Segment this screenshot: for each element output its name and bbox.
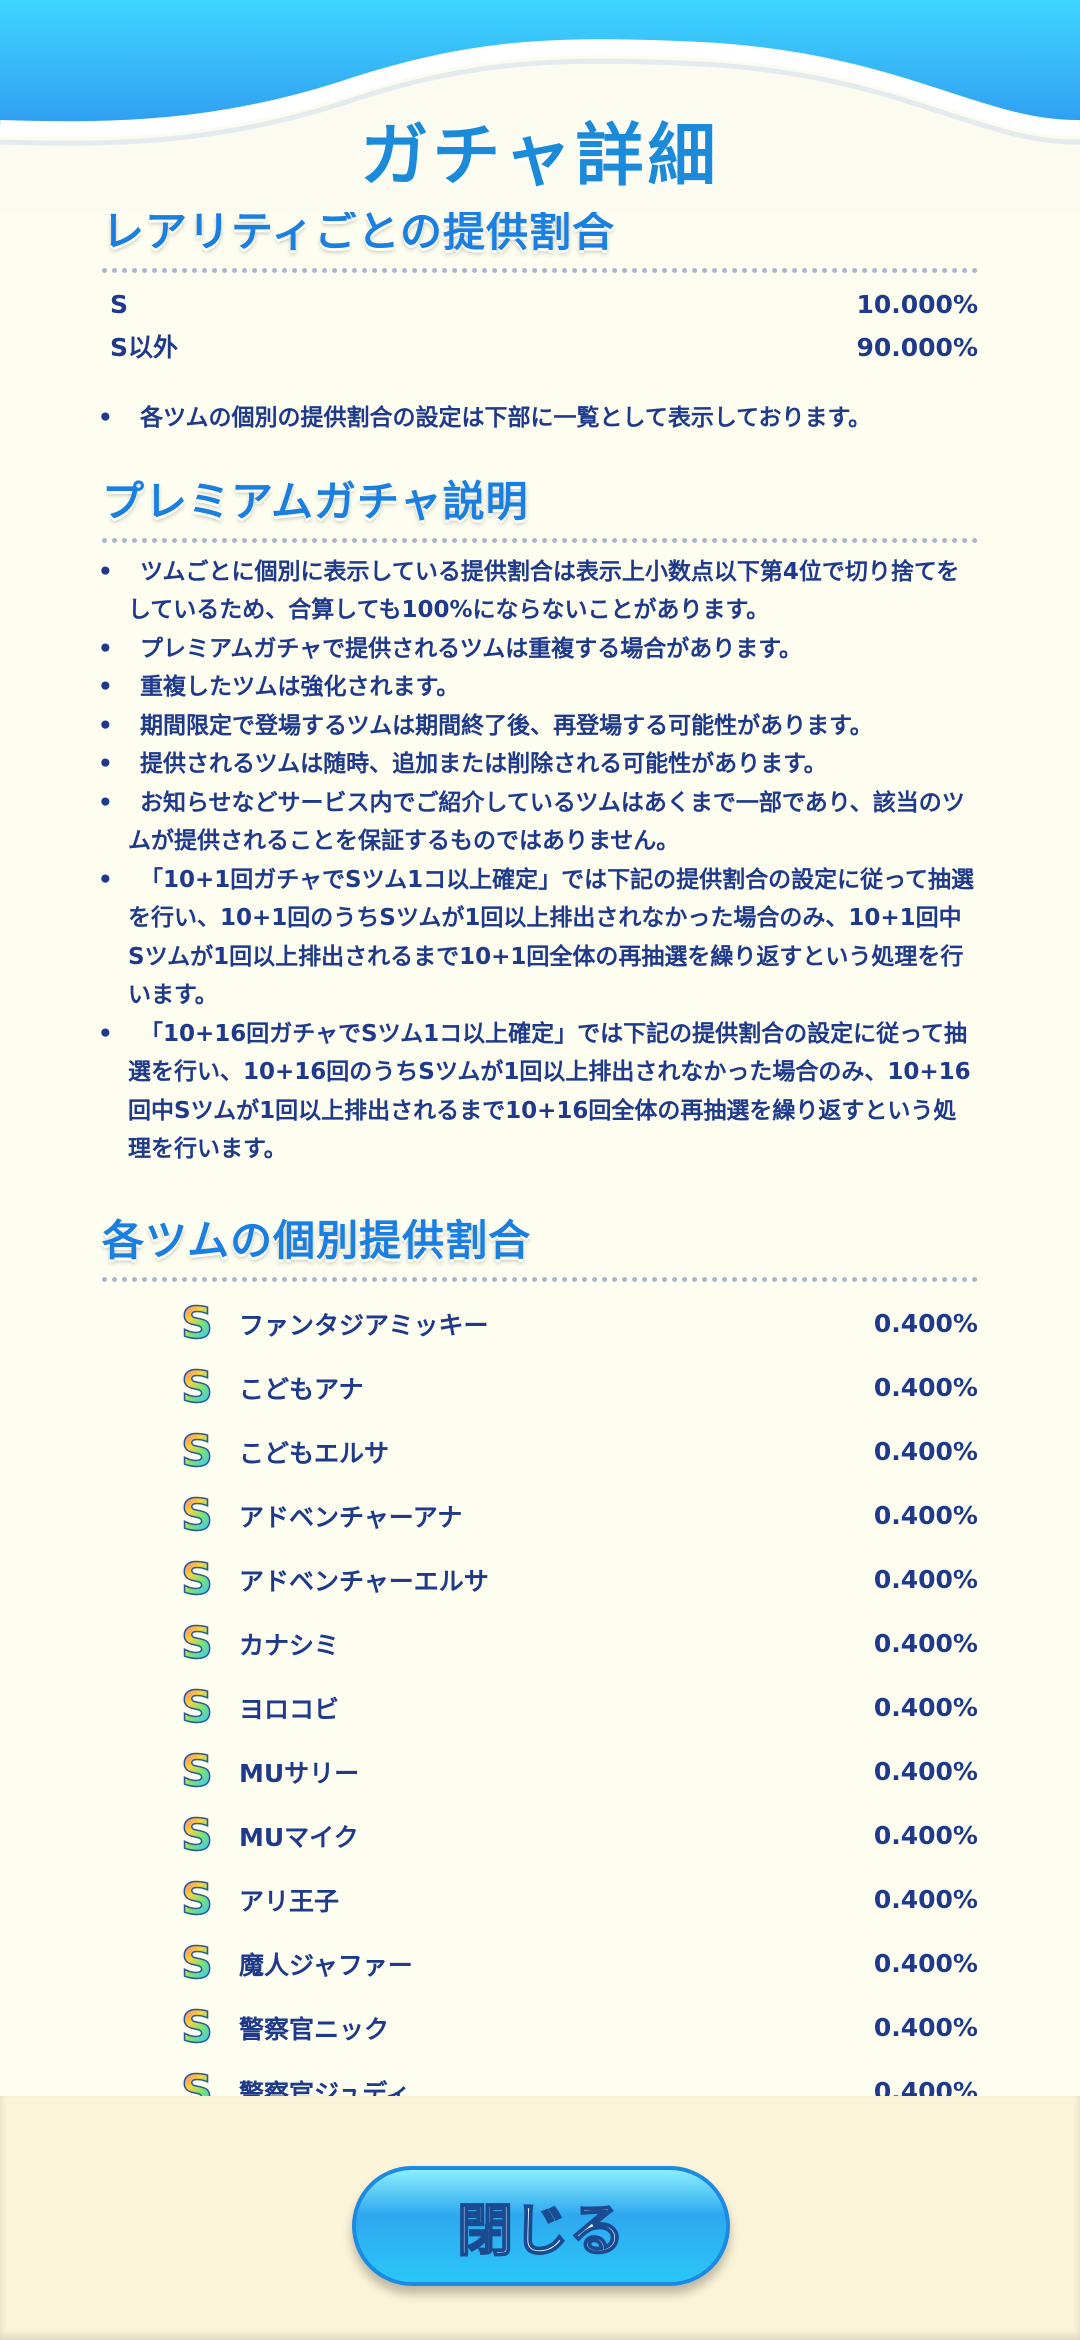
rarity-value: 10.000% <box>856 290 978 319</box>
s-rank-icon: S <box>177 1556 217 1602</box>
details-scroll-area[interactable]: レアリティごとの提供割合 S 10.000% S以外 90.000% 各ツムの個別の… <box>0 212 1080 2096</box>
tsum-rate: 0.400% <box>873 1821 978 1850</box>
s-rank-icon: S <box>177 1876 217 1922</box>
s-rank-icon: S <box>177 1620 217 1666</box>
tsum-name: MUサリー <box>239 1758 360 1788</box>
tsum-name: 警察官ニック <box>239 2014 390 2044</box>
list-item: 期間限定で登場するツムは期間終了後、再登場する可能性があります。 <box>98 707 978 746</box>
rarity-row-s: S 10.000% <box>102 283 978 326</box>
tsum-name: カナシミ <box>239 1630 340 1660</box>
s-rank-icon: S <box>177 1940 217 1986</box>
tsum-row: S 警察官ジュディ 0.400% <box>102 2060 978 2097</box>
tsum-name: アドベンチャーアナ <box>239 1502 463 1532</box>
s-rank-icon: S <box>177 1428 217 1474</box>
tsum-row: S アドベンチャーエルサ 0.400% <box>102 1548 978 1612</box>
tsum-name: 魔人ジャファー <box>239 1950 413 1980</box>
page-title: ガチャ詳細 <box>360 117 720 196</box>
footer: 閉じる <box>0 2096 1080 2340</box>
tsum-rate: 0.400% <box>873 1565 978 1594</box>
tsum-rate: 0.400% <box>873 2077 978 2096</box>
tsum-rate: 0.400% <box>873 1757 978 1786</box>
list-item: プレミアムガチャで提供されるツムは重複する場合があります。 <box>98 630 978 669</box>
tsum-rate: 0.400% <box>873 1309 978 1338</box>
s-rank-icon: S <box>177 1748 217 1794</box>
list-item: ツムごとに個別に表示している提供割合は表示上小数点以下第4位で切り捨てをしている… <box>98 553 978 630</box>
tsum-rate: 0.400% <box>873 1629 978 1658</box>
tsum-row: S 魔人ジャファー 0.400% <box>102 1932 978 1996</box>
tsum-row: S アリ王子 0.400% <box>102 1868 978 1932</box>
tsum-rate: 0.400% <box>873 1501 978 1530</box>
s-rank-icon: S <box>177 2004 217 2050</box>
rarity-note: 各ツムの個別の提供割合の設定は下部に一覧として表示しております。 <box>98 399 978 438</box>
tsum-name: ヨロコビ <box>239 1694 340 1724</box>
rarity-label: S <box>110 290 129 319</box>
divider <box>102 537 978 543</box>
s-rank-icon: S <box>177 1364 217 1410</box>
tsum-row: S MUサリー 0.400% <box>102 1740 978 1804</box>
rarity-heading: レアリティごとの提供割合 <box>102 212 616 256</box>
tsum-name: こどもエルサ <box>239 1438 390 1468</box>
tsum-name: 警察官ジュディ <box>239 2078 411 2097</box>
tsum-rate: 0.400% <box>873 1437 978 1466</box>
tsum-row: S ヨロコビ 0.400% <box>102 1676 978 1740</box>
tsum-rate: 0.400% <box>873 1885 978 1914</box>
tsum-rate: 0.400% <box>873 1373 978 1402</box>
divider <box>102 268 978 273</box>
tsum-row: S MUマイク 0.400% <box>102 1804 978 1868</box>
tsum-row: S アドベンチャーアナ 0.400% <box>102 1484 978 1548</box>
tsum-row: S ファンタジアミッキー 0.400% <box>102 1292 978 1356</box>
wave-banner <box>0 0 1080 146</box>
rarity-value: 90.000% <box>856 333 978 362</box>
premium-notes: ツムごとに個別に表示している提供割合は表示上小数点以下第4位で切り捨てをしている… <box>98 553 978 1169</box>
list-item: 「10+16回ガチャでSツム1コ以上確定」では下記の提供割合の設定に従って抽選を… <box>98 1015 978 1169</box>
close-button[interactable]: 閉じる <box>352 2166 730 2286</box>
tsum-rate: 0.400% <box>873 1949 978 1978</box>
tsum-row: S こどもアナ 0.400% <box>102 1356 978 1420</box>
tsum-name: アリ王子 <box>239 1886 340 1916</box>
s-rank-icon: S <box>177 1300 217 1346</box>
rarity-row-other: S以外 90.000% <box>102 326 978 369</box>
rarity-label: S以外 <box>110 333 179 362</box>
list-item: 「10+1回ガチャでSツム1コ以上確定」では下記の提供割合の設定に従って抽選を行… <box>98 861 978 1015</box>
s-rank-icon: S <box>177 1812 217 1858</box>
divider <box>102 1276 978 1282</box>
tsum-name: こどもアナ <box>239 1374 364 1404</box>
individual-heading: 各ツムの個別提供割合 <box>102 1215 532 1265</box>
list-item: 提供されるツムは随時、追加または削除される可能性があります。 <box>98 745 978 784</box>
tsum-rate: 0.400% <box>873 2013 978 2042</box>
header: ガチャ詳細 <box>0 0 1080 212</box>
tsum-row: S 警察官ニック 0.400% <box>102 1996 978 2060</box>
s-rank-icon: S <box>177 2068 217 2096</box>
tsum-name: ファンタジアミッキー <box>239 1310 489 1340</box>
tsum-name: MUマイク <box>239 1822 359 1852</box>
list-item: 重複したツムは強化されます。 <box>98 668 978 707</box>
tsum-row: S カナシミ 0.400% <box>102 1612 978 1676</box>
list-item: お知らせなどサービス内でご紹介しているツムはあくまで一部であり、該当のツムが提供… <box>98 784 978 861</box>
tsum-row: S こどもエルサ 0.400% <box>102 1420 978 1484</box>
s-rank-icon: S <box>177 1684 217 1730</box>
tsum-name: アドベンチャーエルサ <box>239 1566 489 1596</box>
tsum-rate: 0.400% <box>873 1693 978 1722</box>
premium-heading: プレミアムガチャ説明 <box>102 476 529 526</box>
note-text: 各ツムの個別の提供割合の設定は下部に一覧として表示しております。 <box>140 405 872 431</box>
tsum-list: S ファンタジアミッキー 0.400% S こどもアナ 0.400% S こどもエルサ 0.40… <box>102 1292 978 2097</box>
s-rank-icon: S <box>177 1492 217 1538</box>
